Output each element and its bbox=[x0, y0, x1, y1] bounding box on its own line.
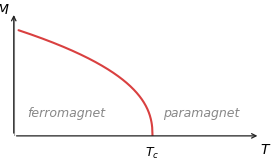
Text: T: T bbox=[261, 143, 269, 157]
Text: M: M bbox=[0, 3, 9, 17]
Text: ferromagnet: ferromagnet bbox=[28, 107, 106, 120]
Text: paramagnet: paramagnet bbox=[163, 107, 239, 120]
Text: $T_c$: $T_c$ bbox=[145, 146, 160, 158]
